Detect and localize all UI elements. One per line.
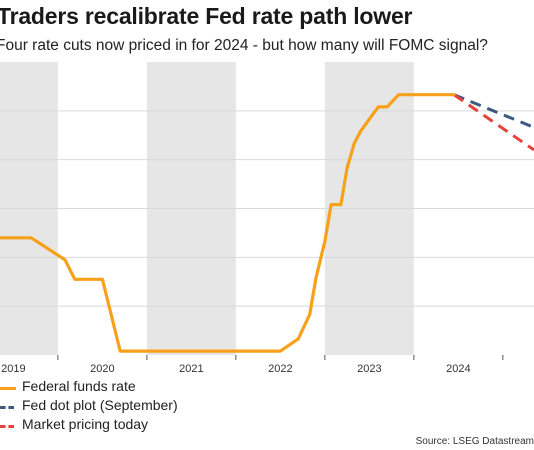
series-line-dot-plot <box>453 93 534 129</box>
grid-lines <box>0 110 534 307</box>
legend-label: Fed dot plot (September) <box>22 397 178 413</box>
series-lines <box>0 93 534 353</box>
legend-label: Federal funds rate <box>22 378 136 394</box>
x-axis-ticks <box>57 355 504 360</box>
legend-swatch-market <box>0 425 14 428</box>
x-tick-label-2020: 2020 <box>90 363 114 375</box>
series-line-fed-funds <box>0 93 456 353</box>
legend-swatch-dot-plot <box>0 406 14 409</box>
source-note: Source: LSEG Datastream <box>415 436 534 447</box>
legend-label: Market pricing today <box>22 416 149 432</box>
chart-subtitle: Four rate cuts now priced in for 2024 - … <box>0 37 488 54</box>
x-tick-label-2022: 2022 <box>268 363 292 375</box>
x-tick-label-2023: 2023 <box>357 363 381 375</box>
x-tick-label-2021: 2021 <box>179 363 203 375</box>
series-line-market <box>453 93 534 152</box>
legend-swatch-fed-funds <box>0 387 16 390</box>
x-tick-label-2024: 2024 <box>446 363 470 375</box>
x-axis-labels: 2019 2020 2021 2022 2023 2024 <box>1 363 470 375</box>
chart-title: Traders recalibrate Fed rate path lower <box>0 3 413 29</box>
x-tick-label-2019: 2019 <box>1 363 25 375</box>
